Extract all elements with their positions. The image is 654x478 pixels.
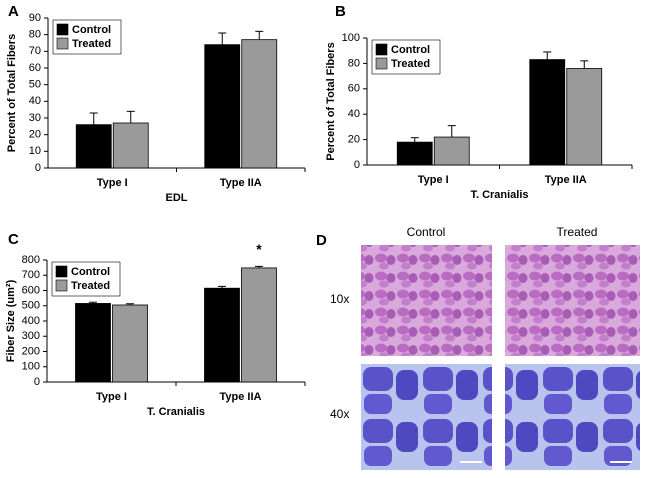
column-label: Treated <box>557 225 598 239</box>
x-axis-label: T. Cranialis <box>147 406 205 418</box>
y-axis-label: Percent of Total Fibers <box>325 42 337 160</box>
legend-swatch <box>56 37 69 50</box>
bar <box>112 304 148 383</box>
x-tick-label: Type IIA <box>220 391 262 403</box>
y-tick-label: 60 <box>348 83 360 95</box>
panel-letter: D <box>316 232 327 249</box>
micrograph <box>361 245 492 356</box>
x-axis-label: T. Cranialis <box>470 189 528 201</box>
bar <box>529 59 566 166</box>
y-tick-label: 40 <box>348 108 360 120</box>
x-tick-label: Type I <box>418 174 449 186</box>
y-tick-label: 800 <box>22 254 40 266</box>
y-tick-label: 40 <box>29 95 41 107</box>
column-label: Control <box>407 225 446 239</box>
y-tick-label: 20 <box>348 134 360 146</box>
panel-letter: A <box>8 3 19 20</box>
panel-d: D Control Treated 10x 40x <box>316 225 640 470</box>
x-tick-label: Type IIA <box>545 174 587 186</box>
y-tick-label: 80 <box>29 29 41 41</box>
y-tick-label: 70 <box>29 45 41 57</box>
legend-swatch <box>55 279 68 292</box>
bar <box>241 39 278 169</box>
row-label: 10x <box>330 292 349 306</box>
y-tick-label: 30 <box>29 112 41 124</box>
y-tick-label: 500 <box>22 300 40 312</box>
legend-swatch <box>56 23 69 36</box>
legend-label: Treated <box>72 38 111 50</box>
legend-swatch <box>375 43 388 56</box>
panel-letter: B <box>335 3 346 20</box>
bar <box>75 124 112 169</box>
y-tick-label: 200 <box>22 345 40 357</box>
legend-swatch <box>375 57 388 70</box>
y-axis-label: Percent of Total Fibers <box>6 34 18 152</box>
y-tick-label: 600 <box>22 284 40 296</box>
y-tick-label: 90 <box>29 12 41 24</box>
y-axis-label: Fiber Size (um²) <box>5 279 17 362</box>
y-tick-label: 20 <box>29 129 41 141</box>
bar <box>433 136 470 166</box>
legend-label: Treated <box>391 58 430 70</box>
y-tick-label: 60 <box>29 62 41 74</box>
legend-label: Control <box>72 24 111 36</box>
y-tick-label: 300 <box>22 330 40 342</box>
y-tick-label: 50 <box>29 79 41 91</box>
y-tick-label: 10 <box>29 145 41 157</box>
bar <box>75 303 111 383</box>
micrograph <box>505 364 640 470</box>
legend-label: Control <box>71 266 110 278</box>
y-tick-label: 0 <box>354 159 360 171</box>
panel-letter: C <box>8 231 19 248</box>
y-tick-label: 0 <box>35 162 41 174</box>
x-tick-label: Type I <box>96 391 127 403</box>
bar <box>204 287 240 383</box>
bar <box>241 267 277 383</box>
bar <box>396 141 433 166</box>
y-tick-label: 700 <box>22 269 40 281</box>
x-tick-label: Type I <box>97 177 128 189</box>
x-tick-label: Type IIA <box>220 177 262 189</box>
legend-label: Treated <box>71 280 110 292</box>
y-tick-label: 80 <box>348 57 360 69</box>
annotation: * <box>256 241 262 257</box>
legend-swatch <box>55 265 68 278</box>
micrograph <box>361 364 492 470</box>
y-tick-label: 100 <box>342 32 360 44</box>
y-tick-label: 0 <box>34 376 40 388</box>
bar <box>112 122 149 169</box>
y-tick-label: 400 <box>22 315 40 327</box>
row-label: 40x <box>330 407 349 421</box>
micrograph <box>505 245 640 356</box>
bar <box>566 68 603 166</box>
bar <box>204 44 241 169</box>
x-axis-label: EDL <box>166 192 188 204</box>
y-tick-label: 100 <box>22 361 40 373</box>
legend-label: Control <box>391 44 430 56</box>
